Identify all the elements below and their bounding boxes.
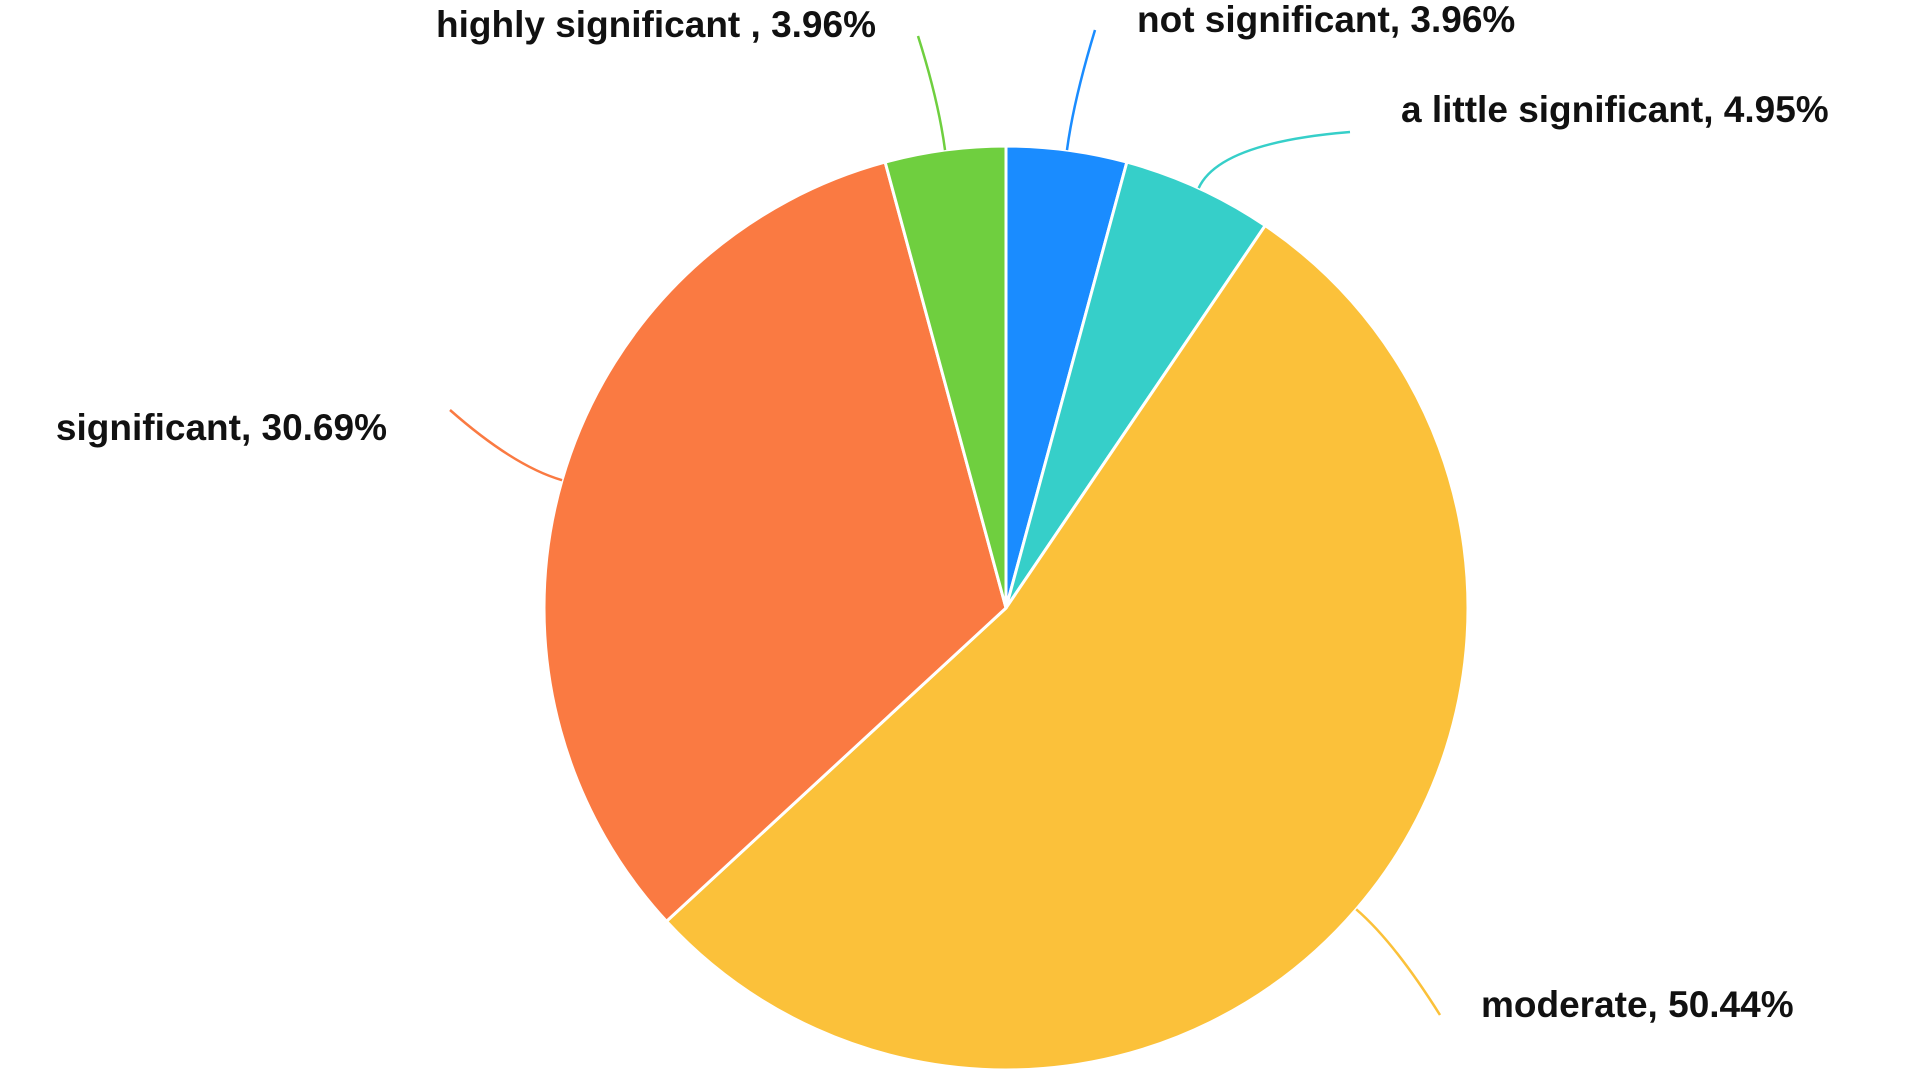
leader-line <box>1355 908 1442 1016</box>
pie-slice <box>664 223 1470 1072</box>
pie-slice <box>1004 160 1268 609</box>
data-label: highly significant , 3.96% <box>436 4 876 45</box>
data-label: not significant, 3.96% <box>1137 0 1515 40</box>
pie-slice <box>542 160 1008 924</box>
data-label: moderate, 50.44% <box>1481 984 1794 1025</box>
data-label: a little significant, 4.95% <box>1401 89 1829 130</box>
data-label: significant, 30.69% <box>56 407 387 448</box>
leader-line <box>1065 29 1097 151</box>
leader-line <box>1197 130 1351 189</box>
leader-line <box>449 409 563 482</box>
pie-slice <box>883 144 1008 609</box>
leader-line <box>916 35 947 151</box>
